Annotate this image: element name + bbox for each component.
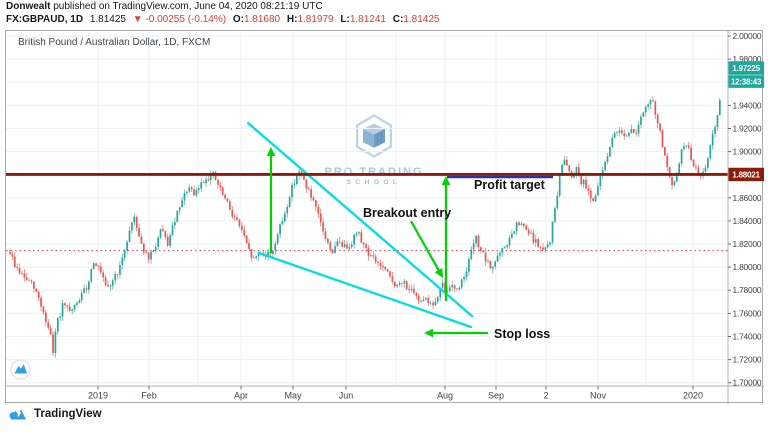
svg-text:Jun: Jun	[339, 391, 354, 401]
pro-trading-school-logo-icon	[356, 114, 392, 158]
breakout-pointer-arrow[interactable]	[410, 220, 443, 278]
watermark-subtitle: SCHOOL	[346, 179, 402, 186]
annotation-label-stop-loss: Stop loss	[494, 327, 550, 341]
svg-text:Nov: Nov	[590, 391, 607, 401]
level-price-badge: 1.88021	[728, 167, 764, 182]
svg-text:Aug: Aug	[437, 391, 453, 401]
svg-text:12:38:43: 12:38:43	[731, 78, 762, 87]
bar-countdown-badge: 12:38:43	[728, 75, 764, 88]
publisher-name: Donwealt	[6, 1, 51, 12]
svg-text:2019: 2019	[88, 391, 108, 401]
candlestick-series	[9, 96, 721, 358]
high-label: H:	[286, 14, 298, 25]
chart-panel[interactable]: PRO TRADING SCHOOL Profit target Breakout…	[5, 30, 764, 404]
annotation-label-breakout-entry: Breakout entry	[363, 206, 451, 220]
chart-title: British Pound / Australian Dollar, 1D, F…	[18, 37, 211, 48]
last-price-badge: 1.97225	[728, 61, 764, 75]
svg-text:1.86000: 1.86000	[733, 193, 762, 203]
price-chart-canvas[interactable]: Profit target Breakout entry Stop loss 2.00…	[6, 31, 764, 404]
low-value: 1.81241	[349, 14, 386, 25]
stop-loss-arrow[interactable]	[424, 328, 488, 338]
low-label: L:	[340, 14, 350, 25]
tradingview-logo-icon	[9, 408, 26, 419]
svg-text:1.76000: 1.76000	[733, 308, 762, 318]
svg-text:1.74000: 1.74000	[733, 331, 762, 341]
svg-text:1.98000: 1.98000	[733, 54, 762, 64]
tradingview-brand-text: TradingView	[34, 408, 102, 420]
open-label: O:	[232, 14, 244, 25]
svg-text:1.94000: 1.94000	[733, 100, 762, 110]
high-value: 1.81979	[297, 14, 334, 25]
publish-details: published on TradingView.com, June 04, 2…	[50, 1, 323, 12]
svg-text:1.72000: 1.72000	[733, 355, 762, 365]
svg-text:Feb: Feb	[141, 391, 157, 401]
svg-text:Sep: Sep	[488, 391, 504, 401]
open-value: 1.81680	[243, 14, 281, 25]
svg-text:May: May	[284, 391, 302, 401]
annotation-label-profit-target: Profit target	[474, 178, 546, 192]
svg-text:1.90000: 1.90000	[733, 147, 762, 157]
change-down-arrow-icon: ▼	[132, 14, 143, 25]
svg-text:Apr: Apr	[234, 391, 248, 401]
breakout-up-arrow[interactable]	[441, 176, 451, 301]
svg-text:1.82000: 1.82000	[733, 239, 762, 249]
svg-text:2.00000: 2.00000	[733, 31, 762, 41]
tradingview-pane-watermark-icon	[10, 359, 31, 380]
time-axis[interactable]: 2019 Feb Apr May Jun Aug Sep 2 Nov 2020	[88, 386, 703, 401]
svg-text:1.70000: 1.70000	[733, 378, 762, 388]
measure-up-arrow[interactable]	[266, 147, 276, 253]
symbol-name: FX:GBPAUD, 1D	[6, 14, 84, 25]
svg-text:1.80000: 1.80000	[733, 262, 762, 272]
close-value: 1.81425	[403, 14, 440, 25]
tradingview-footer[interactable]: TradingView	[7, 404, 102, 424]
symbol-info-row: FX:GBPAUD, 1D 1.81425 ▼ -0.00255 (-0.14%…	[6, 14, 440, 25]
svg-text:1.92000: 1.92000	[733, 123, 762, 133]
svg-text:1.78000: 1.78000	[733, 285, 762, 295]
close-label: C:	[392, 14, 404, 25]
price-change: -0.00255 (-0.14%)	[145, 14, 227, 25]
svg-text:1.84000: 1.84000	[733, 216, 762, 226]
publish-info-row: Donwealt published on TradingView.com, J…	[6, 1, 323, 12]
wedge-trendline-1[interactable]	[246, 121, 474, 318]
svg-text:2020: 2020	[683, 391, 703, 401]
svg-text:2: 2	[543, 391, 548, 401]
price-axis[interactable]: 2.00000 1.98000 1.94000 1.92000 1.90000 1.860…	[728, 31, 762, 388]
svg-text:1.97225: 1.97225	[732, 64, 760, 73]
last-price: 1.81425	[89, 14, 126, 25]
wedge-trendline-2[interactable]	[257, 251, 473, 329]
svg-text:1.88021: 1.88021	[732, 170, 760, 179]
